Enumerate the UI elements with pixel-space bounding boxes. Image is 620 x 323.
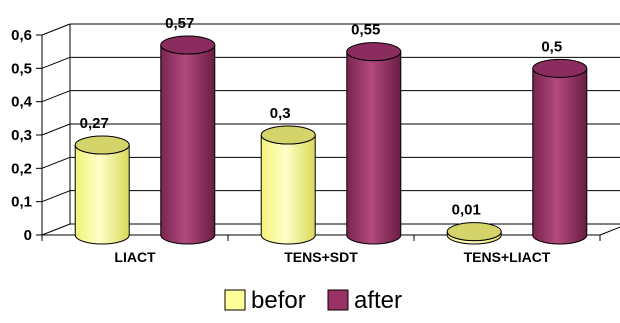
bar-after-1 [346, 42, 402, 245]
y-tick-label: 0,6 [11, 27, 32, 44]
bar-top [446, 222, 502, 242]
bar-befor-0 [74, 135, 130, 245]
wall-depth-line [41, 23, 71, 36]
legend-swatch-after [327, 289, 349, 311]
labels: 0 0,1 0,2 0,3 0,4 0,5 0,6 0,27 0,57 LIACT 0,3 0,55 T… [11, 15, 562, 265]
bar-top [532, 58, 588, 78]
bar-befor-2 [446, 222, 502, 245]
bar-body [260, 134, 316, 245]
data-label: 0,55 [351, 22, 380, 39]
bar-befor-1 [260, 125, 316, 245]
bar-body [160, 44, 216, 245]
floor-right-edge [599, 226, 620, 236]
bar-body [346, 51, 402, 245]
y-tick-label: 0,1 [11, 194, 32, 211]
y-tick-label: 0,4 [11, 94, 33, 111]
y-tick-label: 0 [24, 227, 32, 244]
data-label: 0,3 [270, 105, 291, 122]
category-label: TENS+LIACT [464, 249, 551, 265]
wall-depth-line [41, 223, 71, 236]
bar-top [260, 125, 316, 145]
bar-body [74, 144, 130, 245]
data-label: 0,57 [165, 15, 194, 32]
wall-depth-line [41, 123, 71, 136]
bars [74, 35, 588, 245]
bar-top [160, 35, 216, 55]
wall-depth-line [41, 56, 71, 69]
data-label: 0,27 [80, 115, 109, 132]
bar-top [346, 42, 402, 62]
legend-label-after: after [354, 287, 402, 314]
y-tick-label: 0,3 [11, 127, 32, 144]
data-label: 0,01 [452, 202, 481, 219]
bar-top [74, 135, 130, 155]
legend: befor after [224, 287, 402, 314]
category-label: LIACT [114, 249, 156, 265]
legend-label-befor: befor [251, 287, 306, 314]
y-tick-label: 0,5 [11, 60, 32, 77]
category-label: TENS+SDT [284, 249, 358, 265]
bar-after-2 [532, 58, 588, 245]
wall-depth-line [41, 190, 71, 203]
wall-depth-line [41, 156, 71, 169]
bar-after-0 [160, 35, 216, 245]
wall-depth-line [41, 90, 71, 103]
bar-body [532, 68, 588, 245]
data-label: 0,5 [541, 38, 562, 55]
legend-swatch-befor [224, 289, 246, 311]
y-tick-label: 0,2 [11, 160, 32, 177]
